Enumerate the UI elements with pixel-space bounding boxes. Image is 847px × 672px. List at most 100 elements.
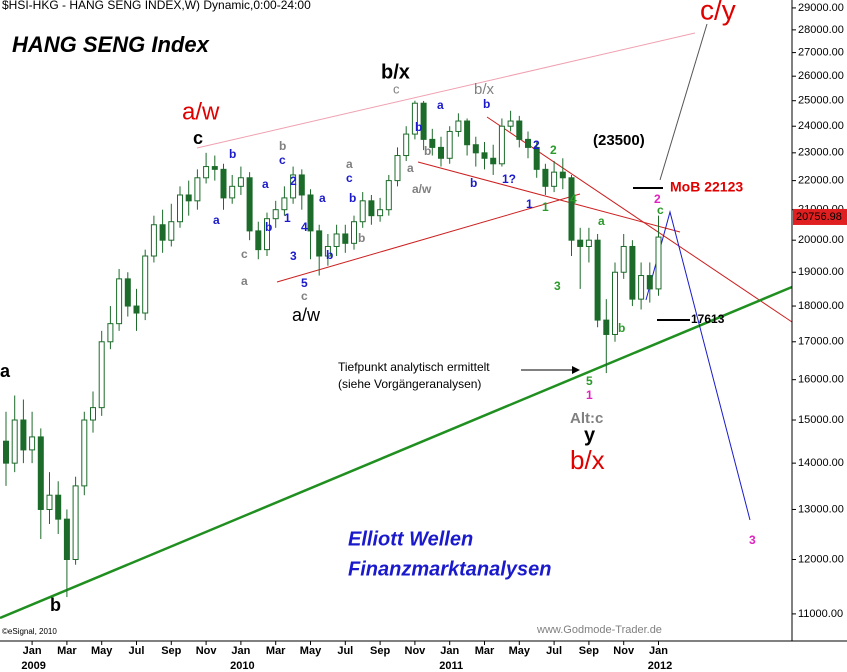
candle-body [438,146,444,159]
wave-label: a [437,98,444,112]
trend-line [0,285,793,620]
candle-body [150,224,157,257]
candle-body [90,407,96,421]
x-tick-label: Sep [579,645,599,657]
arrow-head [572,366,580,374]
wave-label: c [346,171,353,185]
candle-body [351,221,357,244]
candle-body [81,419,88,487]
candle-body [133,305,140,314]
wave-label: 1 [542,200,549,214]
candle-body [585,239,592,247]
candle-body [72,485,79,561]
candle-body [368,200,375,217]
candle-body [446,130,453,159]
wave-label: 1 [284,211,291,225]
chart-header: $HSI-HKG - HANG SENG INDEX,W) Dynamic,0:… [2,0,311,12]
wave-label: a [213,213,220,227]
annotation: Alt:c [570,410,603,427]
wave-label: 2 [533,138,540,152]
x-tick-label: May [300,645,322,657]
y-tick-label: 23000.00 [798,147,844,159]
candle-body [185,194,192,202]
candle-body [429,138,436,148]
candle-body [246,177,253,232]
annotation: Finanzmarktanalysen [348,558,551,580]
candle-body [55,494,62,520]
wave-label: b [358,231,365,245]
x-tick-label: Jan 2012 [645,645,673,672]
candle-body [264,218,270,251]
wave-label: b [483,97,490,111]
candle-body [577,239,584,247]
wave-label: a [407,161,414,175]
y-tick-label: 16000.00 [798,374,844,386]
candle-body [98,341,105,409]
candle-body [324,245,331,257]
wave-label: c [657,203,664,217]
candle-body [229,185,236,199]
x-tick-label: Nov [196,645,218,657]
y-tick-label: 28000.00 [798,24,844,36]
wave-label: 2 [654,192,661,206]
trend-line [417,161,681,233]
wave-label: b [326,248,333,262]
candle-body [342,233,349,244]
candle-body [177,194,183,223]
annotation: c [393,81,400,96]
candle-body [116,278,123,325]
candle-body [168,221,175,241]
candle-body [3,440,9,464]
wave-label: c [301,289,308,303]
candle-body [159,224,166,241]
last-value-box [793,208,847,225]
wave-label: b [265,220,272,234]
x-tick-label: Jul [546,645,562,657]
candle-body [420,102,427,140]
candle-body [333,233,340,247]
y-tick-label: 26000.00 [798,70,844,82]
wave-label: 3 [749,533,756,547]
wave-label: a [346,157,353,171]
y-tick-label: 20000.00 [798,234,844,246]
candle-body [655,236,662,290]
candle-body [124,278,131,307]
y-tick-label: 12000.00 [798,553,844,565]
candle-body [377,209,384,217]
projection-line [659,23,708,181]
wave-label: 4 [570,192,577,206]
candle-body [63,518,70,561]
candle-body [411,102,418,135]
annotation: b/x [381,61,410,83]
candle-body [359,200,366,223]
wave-label: b [470,176,477,190]
candle-body [638,275,645,300]
candle-body [20,419,27,451]
annotation: c [193,128,203,148]
wave-label: 2 [290,174,297,188]
y-tick-label: 22000.00 [798,175,844,187]
annotation: (siehe Vorgängeranalysen) [338,377,481,391]
y-tick-label: 13000.00 [798,503,844,515]
projection-line [645,210,751,521]
last-value-label: 20756.98 [796,211,842,223]
candle-body [211,166,218,170]
candle-body [620,245,627,273]
annotation: a/w [182,98,220,125]
wave-label: 5 [301,276,308,290]
x-tick-label: May [91,645,113,657]
wave-label: 1 [586,388,593,402]
wave-label: b [349,191,356,205]
x-tick-label: Nov [613,645,635,657]
annotation: b/x [474,81,495,98]
x-tick-label: Nov [405,645,427,657]
annotation: y [584,424,596,446]
candle-body [594,239,601,321]
x-tick-label: Jan 2011 [436,645,463,672]
wave-label: b [229,147,236,161]
x-tick-label: Mar [475,645,495,657]
annotation: a/w [292,305,321,325]
y-tick-label: 19000.00 [798,266,844,278]
candle-body [455,120,462,132]
